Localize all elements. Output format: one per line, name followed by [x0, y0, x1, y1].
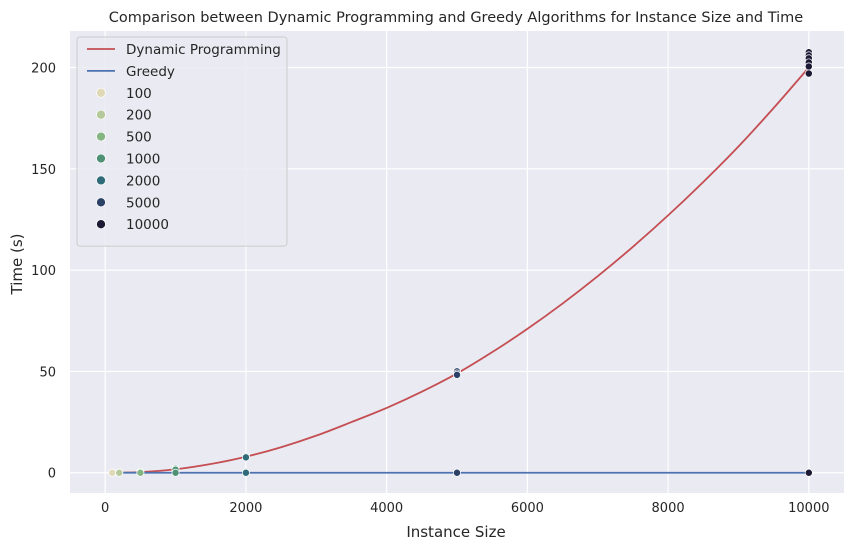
- x-tick-label: 8000: [652, 501, 685, 516]
- legend-label: 100: [126, 86, 152, 102]
- y-tick-label: 150: [31, 163, 56, 178]
- legend-marker-swatch: [96, 219, 106, 230]
- chart-title: Comparison between Dynamic Programming a…: [109, 10, 803, 26]
- scatter-point: [804, 69, 813, 78]
- legend-marker-swatch: [96, 153, 106, 164]
- x-axis-label: Instance Size: [406, 523, 505, 541]
- legend-marker-swatch: [96, 175, 106, 186]
- legend-box: [76, 36, 288, 247]
- x-tick-label: 0: [101, 501, 109, 516]
- legend-marker-swatch: [96, 131, 106, 142]
- scatter-point: [453, 370, 461, 379]
- scatter-point: [453, 468, 461, 477]
- y-tick-label: 0: [48, 467, 56, 482]
- legend-label: 500: [126, 130, 152, 146]
- x-tick-labels: 0 2000 4000 6000 8000 10000: [101, 501, 829, 516]
- scatter-point: [241, 468, 250, 477]
- legend-label: 10000: [126, 217, 169, 233]
- scatter-point: [804, 468, 813, 477]
- y-axis-label: Time (s): [8, 234, 26, 296]
- legend-label: 5000: [126, 195, 160, 211]
- scatter-point: [804, 62, 813, 71]
- scatter-point: [171, 468, 180, 477]
- x-tick-label: 6000: [511, 501, 544, 516]
- legend: Dynamic Programming Greedy 100 200 500 1000 20…: [76, 36, 288, 247]
- legend-marker-swatch: [96, 87, 106, 98]
- scatter-point: [108, 468, 117, 477]
- legend-label: 200: [126, 108, 152, 124]
- legend-marker-swatch: [96, 109, 106, 120]
- legend-label: 1000: [126, 152, 160, 168]
- legend-label: 2000: [126, 173, 160, 189]
- legend-label: Dynamic Programming: [126, 42, 281, 58]
- x-tick-label: 2000: [229, 501, 262, 516]
- x-tick-label: 4000: [370, 501, 403, 516]
- legend-label: Greedy: [126, 64, 175, 80]
- y-tick-label: 100: [31, 264, 56, 279]
- legend-marker-swatch: [96, 197, 106, 208]
- y-tick-label: 200: [31, 61, 56, 76]
- scatter-point: [241, 453, 250, 462]
- scatter-points: [108, 48, 813, 477]
- x-tick-label: 10000: [788, 501, 829, 516]
- y-tick-labels: 0 50 100 150 200: [31, 61, 56, 481]
- scatter-point: [136, 468, 145, 477]
- y-tick-label: 50: [39, 365, 56, 380]
- scatter-point: [115, 468, 124, 477]
